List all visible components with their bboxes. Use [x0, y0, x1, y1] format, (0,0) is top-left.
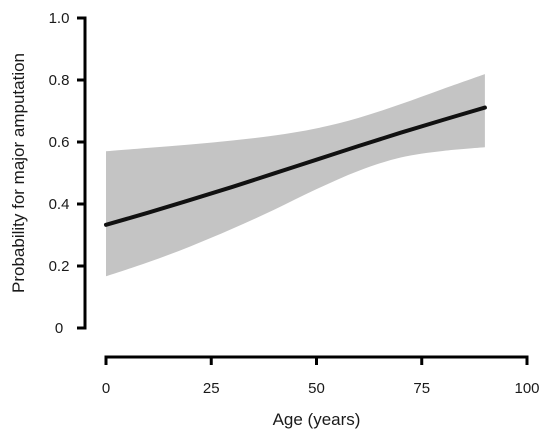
- y-axis-title: Probability for major amputation: [9, 53, 28, 293]
- y-tick-label: 0: [55, 320, 63, 337]
- confidence-band: [106, 74, 485, 277]
- x-axis-title: Age (years): [273, 410, 361, 429]
- y-tick-label: 0.6: [49, 134, 70, 151]
- fitted-line: [104, 105, 487, 227]
- x-tick-label: 25: [203, 380, 220, 397]
- y-tick-label: 0.4: [49, 196, 70, 213]
- y-tick-label: 0.2: [49, 258, 70, 275]
- y-tick-label: 0.8: [49, 72, 70, 89]
- x-tick-label: 50: [308, 380, 325, 397]
- x-tick-label: 75: [413, 380, 430, 397]
- x-ticks: 0 25 50 75 100: [102, 357, 540, 397]
- y-ticks: 0 0.2 0.4 0.6 0.8 1.0: [49, 10, 85, 337]
- x-tick-label: 100: [514, 380, 539, 397]
- y-tick-label: 1.0: [49, 10, 70, 27]
- x-tick-label: 0: [102, 380, 110, 397]
